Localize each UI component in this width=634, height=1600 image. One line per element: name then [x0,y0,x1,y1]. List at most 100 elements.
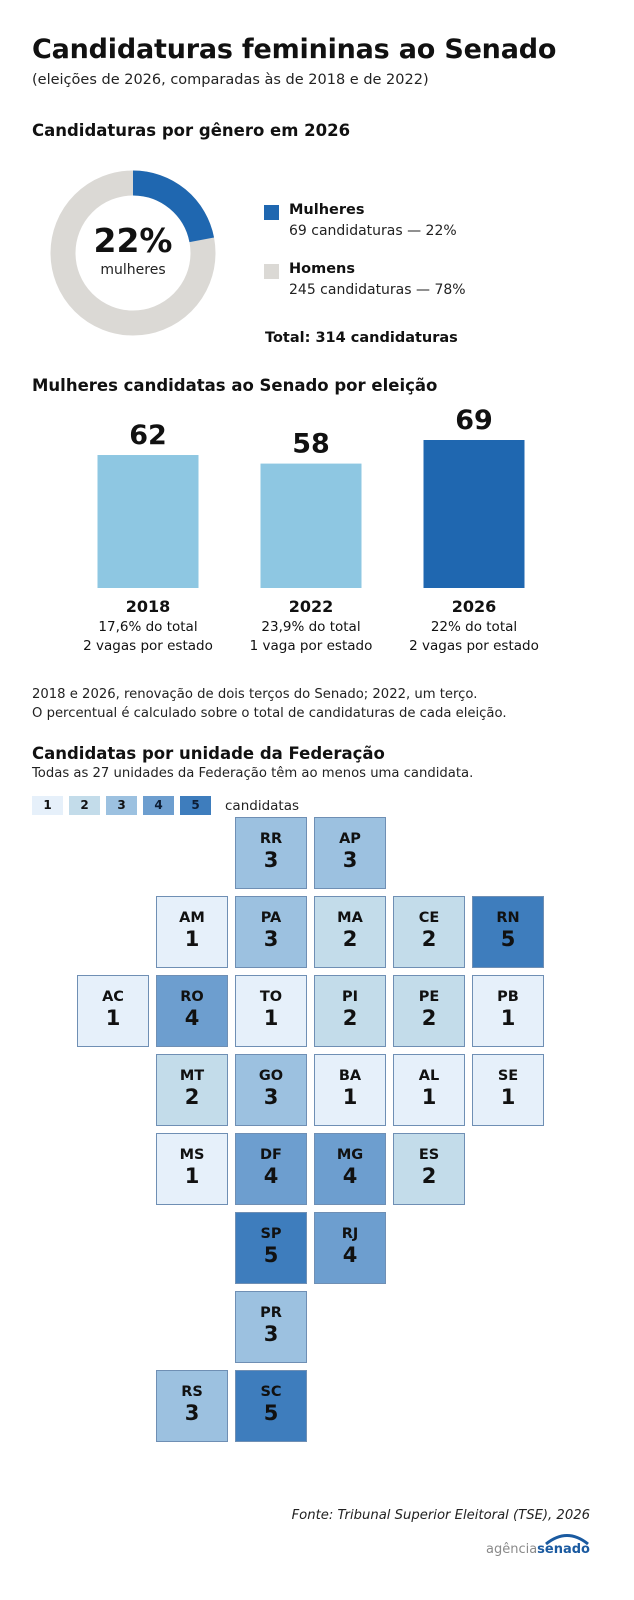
logo-text-agencia: agência [485,1542,538,1557]
uf-code: ES [418,1147,440,1163]
bar-category-label: 2018 [126,597,171,616]
uf-value: 2 [421,927,437,951]
bar-seats-label: 2 vagas por estado [83,638,213,654]
legend-detail-men: 245 candidaturas — 78% [289,282,466,298]
uf-value: 1 [500,1085,516,1109]
uf-code: AC [102,989,124,1005]
uf-tile-sp: SP 5 [235,1212,307,1284]
bar-detail-label: 22% do total [431,619,517,635]
uf-code: RS [181,1384,203,1400]
agencia-senado-logo: agênciasenado [486,1542,590,1557]
uf-tile-rj: RJ 4 [314,1212,386,1284]
note-line: O percentual é calculado sobre o total d… [32,706,507,721]
donut-center-label: mulheres [100,262,165,278]
uf-tile-to: TO 1 [235,975,307,1047]
scale-box-5: 5 [180,796,211,815]
uf-tile-pa: PA 3 [235,896,307,968]
scale-label: candidatas [225,797,300,814]
donut-center-value: 22% [94,221,173,260]
source-note: Fonte: Tribunal Superior Eleitoral (TSE)… [291,1508,590,1523]
uf-value: 3 [263,848,279,872]
note-line: 2018 e 2026, renovação de dois terços do… [32,687,478,702]
uf-code: PI [341,989,359,1005]
uf-tile-sc: SC 5 [235,1370,307,1442]
uf-tile-rn: RN 5 [472,896,544,968]
bar-2018 [97,455,199,588]
uf-value: 1 [263,1006,279,1030]
uf-value: 4 [342,1243,358,1267]
legend-label-men: Homens [289,261,355,277]
uf-tile-mt: MT 2 [156,1054,228,1126]
uf-code: GO [258,1068,284,1084]
page-title: Candidaturas femininas ao Senado [32,34,557,65]
gender-donut-chart: 22% mulheres [50,170,216,336]
total-candidacies: Total: 314 candidaturas [265,330,458,346]
uf-tile-ap: AP 3 [314,817,386,889]
uf-code: PE [418,989,440,1005]
uf-code: MS [179,1147,205,1163]
uf-code: SC [260,1384,282,1400]
gender-section-title: Candidaturas por gênero em 2026 [32,121,351,140]
uf-tile-pb: PB 1 [472,975,544,1047]
bar-2026 [423,440,525,588]
bar-detail-label: 23,9% do total [261,619,360,635]
uf-tile-ac: AC 1 [77,975,149,1047]
uf-value: 1 [184,1164,200,1188]
uf-value: 4 [184,1006,200,1030]
uf-value: 5 [500,927,516,951]
uf-code: RJ [341,1226,359,1242]
uf-tile-pr: PR 3 [235,1291,307,1363]
uf-code: DF [260,1147,282,1163]
uf-code: AP [339,831,361,847]
uf-code: SE [497,1068,519,1084]
uf-value: 4 [263,1164,279,1188]
uf-code: PB [497,989,519,1005]
uf-tile-go: GO 3 [235,1054,307,1126]
uf-tile-ma: MA 2 [314,896,386,968]
uf-code: RR [259,831,283,847]
bar-detail-label: 17,6% do total [98,619,197,635]
uf-value: 3 [263,927,279,951]
uf-tile-rr: RR 3 [235,817,307,889]
uf-value: 1 [500,1006,516,1030]
uf-value: 2 [421,1006,437,1030]
uf-value: 2 [342,927,358,951]
election-bar-chart: 62 2018 17,6% do total 2 vagas por estado 58… [83,405,539,654]
uf-code: AL [418,1068,440,1084]
uf-code: RN [496,910,520,926]
uf-value: 2 [342,1006,358,1030]
bar-2022 [260,463,362,588]
scale-box-4: 4 [143,796,174,815]
scale-box-2: 2 [69,796,100,815]
legend-label-women: Mulheres [289,202,365,218]
bar-value-label: 58 [292,429,330,460]
uf-tile-al: AL 1 [393,1054,465,1126]
uf-value: 1 [421,1085,437,1109]
logo-text-senado: senado [537,1542,590,1557]
bar-seats-label: 1 vaga por estado [250,638,373,654]
uf-tile-pi: PI 2 [314,975,386,1047]
uf-code: MT [179,1068,205,1084]
uf-tile-es: ES 2 [393,1133,465,1205]
bar-category-label: 2022 [289,597,334,616]
donut-slice-women [50,170,216,336]
uf-tile-rs: RS 3 [156,1370,228,1442]
uf-tile-ce: CE 2 [393,896,465,968]
uf-code: BA [338,1068,362,1084]
uf-value: 1 [105,1006,121,1030]
uf-code: CE [418,910,440,926]
uf-value: 3 [184,1401,200,1425]
legend-swatch-men [264,264,279,279]
uf-value: 1 [184,927,200,951]
uf-value: 1 [342,1085,358,1109]
uf-code: PR [260,1305,282,1321]
bars-section-title: Mulheres candidatas ao Senado por eleiçã… [32,376,438,395]
uf-value: 4 [342,1164,358,1188]
uf-tile-df: DF 4 [235,1133,307,1205]
uf-value: 2 [421,1164,437,1188]
uf-value: 5 [263,1243,279,1267]
bar-category-label: 2026 [452,597,497,616]
uf-section-subtitle: Todas as 27 unidades da Federação têm ao… [32,766,474,781]
uf-tile-pe: PE 2 [393,975,465,1047]
uf-tile-am: AM 1 [156,896,228,968]
